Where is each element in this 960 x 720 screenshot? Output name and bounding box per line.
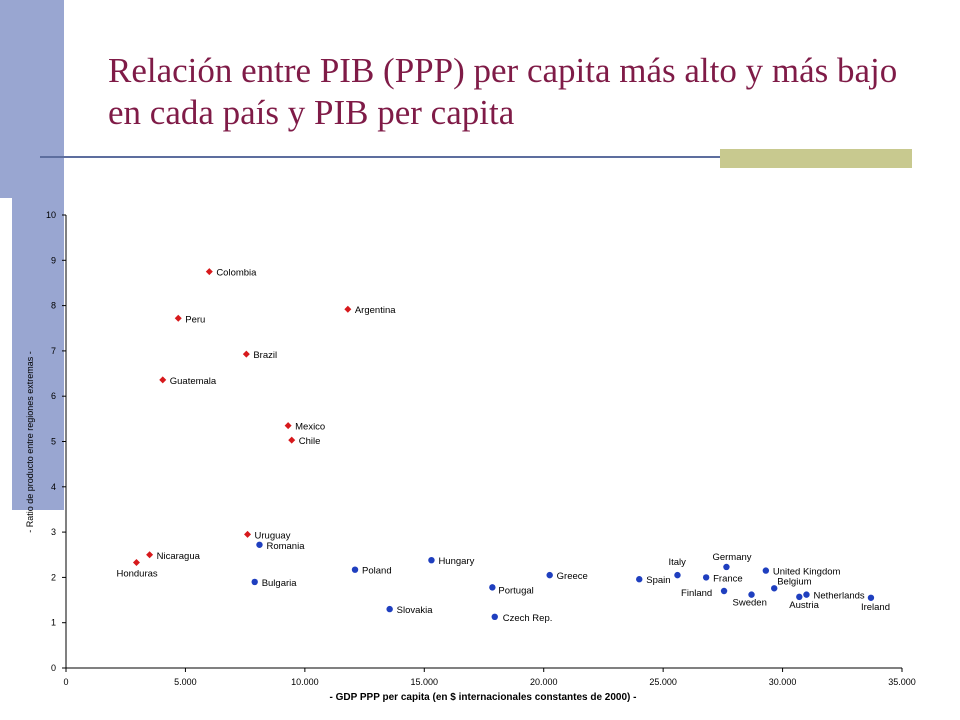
y-tick-label: 0 [51,663,56,673]
point-mexico [284,422,292,430]
point-chile [288,436,296,444]
point-slovakia [386,605,393,613]
y-tick-label: 1 [51,618,56,628]
point-labels: Colombia Argentina Peru Brazil Guatemala Mexi… [116,268,890,624]
x-tick-label: 5.000 [174,677,197,687]
y-tick-label: 10 [46,210,56,220]
point-sweden [748,591,755,598]
label-portugal: Portugal [498,585,533,596]
title-accent-bar [720,149,912,168]
x-axis-title: - GDP PPP per capita (en $ internacional… [330,692,637,703]
y-tick-label: 7 [51,346,56,356]
x-tick-label: 10.000 [291,677,319,687]
chart-axes [65,215,902,669]
point-nicaragua [146,551,154,559]
label-mexico: Mexico [295,422,325,433]
label-netherlands: Netherlands [813,591,864,602]
point-portugal [489,584,496,591]
side-decor-notch [0,198,12,510]
y-tick-label: 6 [51,391,56,401]
label-france: France [713,573,743,584]
y-axis-title: - Ratio de producto entre regiones extre… [25,351,35,533]
point-hungary [428,556,435,564]
label-italy: Italy [668,557,686,568]
point-honduras [132,558,140,566]
label-germany: Germany [712,552,751,563]
y-tick-label: 8 [51,301,56,311]
label-romania: Romania [266,541,305,552]
y-tick-label: 3 [51,527,56,537]
x-axis-ticks: 0 5.000 10.000 15.000 20.000 25.000 30.000 35.0… [63,668,916,687]
title-divider [40,156,912,158]
label-finland: Finland [681,588,712,599]
label-greece: Greece [557,571,588,582]
point-brazil [242,350,250,358]
point-bulgaria [251,578,258,586]
slide-title: Relación entre PIB (PPP) per capita más … [108,51,898,132]
y-tick-label: 4 [51,482,56,492]
point-belgium [771,585,778,592]
label-colombia: Colombia [216,268,257,279]
point-colombia [205,268,213,276]
label-slovakia: Slovakia [397,605,434,616]
label-argentina: Argentina [355,305,396,316]
label-austria: Austria [789,600,819,611]
label-peru: Peru [185,314,205,325]
point-france [702,574,710,581]
y-tick-label: 5 [51,437,56,447]
label-sweden: Sweden [733,598,767,609]
point-finland [720,587,728,595]
x-tick-label: 35.000 [888,677,916,687]
label-belgium: Belgium [777,576,811,587]
label-chile: Chile [299,436,321,447]
label-nicaragua: Nicaragua [157,551,201,562]
point-germany [723,563,730,571]
y-axis-ticks: 0 1 2 3 4 5 6 7 8 9 10 [46,210,66,673]
point-spain [636,576,643,583]
point-poland [351,566,359,573]
point-uruguay [244,530,252,538]
x-tick-label: 0 [63,677,68,687]
point-romania [256,541,263,548]
point-argentina [344,305,352,313]
point-ireland [867,594,875,601]
point-united-kingdom [762,567,770,574]
point-netherlands [803,591,810,598]
point-greece [546,571,553,579]
label-bulgaria: Bulgaria [262,578,298,589]
label-spain: Spain [646,575,670,586]
y-tick-label: 9 [51,255,56,265]
label-uruguay: Uruguay [255,530,291,541]
label-brazil: Brazil [253,350,277,361]
point-italy [674,571,681,579]
x-tick-label: 15.000 [411,677,439,687]
y-tick-label: 2 [51,572,56,582]
x-tick-label: 20.000 [530,677,558,687]
x-tick-label: 25.000 [649,677,677,687]
label-honduras: Honduras [116,568,157,579]
scatter-chart: 0 5.000 10.000 15.000 20.000 25.000 30.000 35.0… [25,210,916,703]
label-hungary: Hungary [438,556,474,567]
point-austria [796,593,803,601]
x-tick-label: 30.000 [769,677,797,687]
label-poland: Poland [362,566,392,577]
label-guatemala: Guatemala [170,376,217,387]
point-peru [174,314,182,322]
data-points [132,268,875,621]
point-czech-rep [491,613,498,621]
label-czech-rep: Czech Rep. [503,613,553,624]
label-ireland: Ireland [861,602,890,613]
label-united-kingdom: United Kingdom [773,567,841,578]
point-guatemala [159,376,167,384]
